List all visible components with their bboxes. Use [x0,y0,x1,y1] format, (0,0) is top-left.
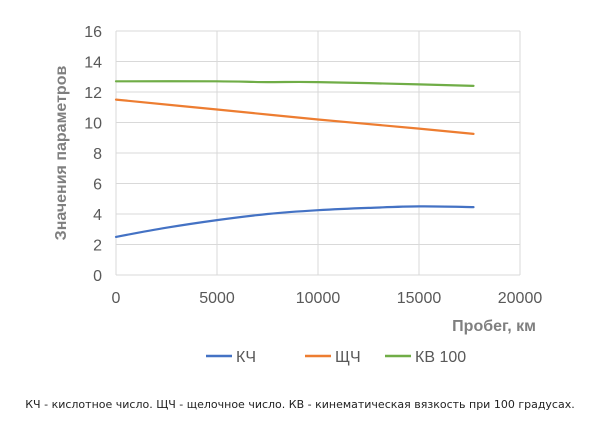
legend: КЧ ЩЧ КВ 100 [206,349,466,366]
y-tick-labels: 0 2 4 6 8 10 12 14 16 [84,24,102,285]
series-lines [114,80,475,238]
legend-label: КВ 100 [415,349,466,366]
y-tick-label: 8 [93,146,102,163]
chart-caption: КЧ - кислотное число. ЩЧ - щелочное числ… [25,398,575,411]
x-tick-label: 15000 [397,290,442,307]
y-axis-title: Значения параметров [53,66,70,241]
y-tick-label: 0 [93,268,102,285]
y-tick-label: 2 [93,238,102,255]
legend-label: КЧ [236,349,256,366]
x-tick-label: 0 [112,290,121,307]
x-tick-label: 10000 [296,290,341,307]
grid-lines [115,30,521,276]
line-chart: 0 5000 10000 15000 20000 0 2 4 6 8 10 12 14 16 Значе… [53,24,543,366]
series-line [114,205,475,238]
legend-label: ЩЧ [335,349,361,366]
y-tick-label: 10 [84,116,102,133]
x-tick-label: 20000 [498,290,543,307]
series-line [114,98,475,135]
x-tick-labels: 0 5000 10000 15000 20000 [112,290,543,307]
y-tick-label: 4 [93,207,102,224]
y-tick-label: 16 [84,24,102,41]
series-line [114,80,475,87]
y-tick-label: 14 [84,55,102,72]
y-tick-label: 6 [93,177,102,194]
chart-svg: 0 5000 10000 15000 20000 0 2 4 6 8 10 12 14 16 Значе… [53,24,543,366]
x-tick-label: 5000 [199,290,235,307]
y-tick-label: 12 [84,85,102,102]
x-axis-title: Пробег, км [452,318,536,335]
